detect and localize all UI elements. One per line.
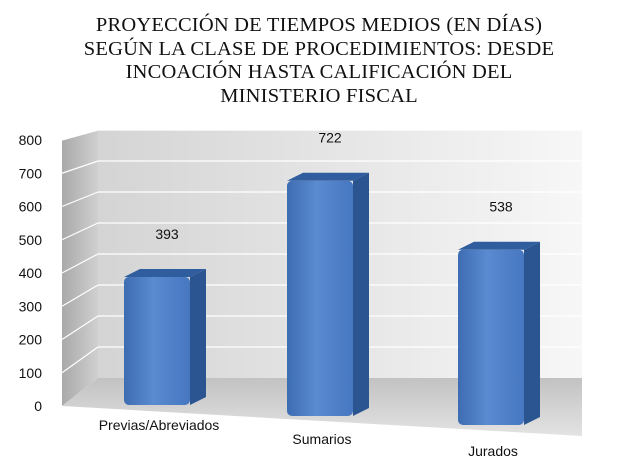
bar-front bbox=[287, 180, 353, 416]
bar-top bbox=[124, 268, 206, 277]
chart-title: PROYECCIÓN DE TIEMPOS MEDIOS (EN DÍAS) S… bbox=[0, 14, 638, 108]
x-tick-label: Previas/Abreviados bbox=[99, 417, 220, 433]
gridline-side bbox=[61, 346, 99, 374]
x-tick-label: Jurados bbox=[468, 443, 518, 459]
title-line-2: SEGÚN LA CLASE DE PROCEDIMIENTOS: DESDE bbox=[83, 37, 555, 60]
bar-side bbox=[190, 268, 206, 405]
gridline-side bbox=[61, 284, 99, 307]
gridline-side bbox=[61, 222, 99, 241]
y-tick-label: 800 bbox=[19, 132, 43, 148]
y-tick-label: 100 bbox=[19, 365, 43, 381]
bar bbox=[287, 172, 369, 416]
bar-top bbox=[458, 241, 540, 250]
y-tick-label: 300 bbox=[19, 298, 43, 314]
title-line-4: MINISTERIO FISCAL bbox=[220, 84, 418, 107]
gridline-side bbox=[61, 253, 99, 274]
bar-side bbox=[524, 241, 540, 425]
y-tick-label: 700 bbox=[19, 165, 43, 181]
bar-side bbox=[353, 172, 369, 416]
side-wall bbox=[62, 130, 98, 406]
bar bbox=[458, 241, 540, 425]
data-label: 538 bbox=[489, 199, 513, 215]
x-tick-label: Sumarios bbox=[292, 431, 351, 447]
title-line-3: INCOACIÓN HASTA CALIFICACIÓN DEL bbox=[125, 61, 513, 83]
data-label: 722 bbox=[318, 130, 342, 146]
bar-top bbox=[287, 172, 369, 181]
data-label: 393 bbox=[155, 226, 179, 242]
bar-front bbox=[124, 276, 190, 405]
gridline-side bbox=[61, 160, 99, 174]
bar-front bbox=[458, 249, 524, 425]
y-tick-label: 400 bbox=[19, 265, 43, 281]
y-tick-label: 0 bbox=[34, 398, 42, 414]
bar bbox=[124, 268, 206, 405]
y-tick-label: 200 bbox=[19, 332, 43, 348]
gridline-side bbox=[61, 191, 99, 208]
title-line-1: PROYECCIÓN DE TIEMPOS MEDIOS (EN DÍAS) bbox=[95, 14, 543, 36]
gridline-side bbox=[61, 129, 99, 141]
y-tick-label: 600 bbox=[19, 199, 43, 215]
y-tick-label: 500 bbox=[19, 232, 43, 248]
gridline-side bbox=[61, 315, 99, 341]
